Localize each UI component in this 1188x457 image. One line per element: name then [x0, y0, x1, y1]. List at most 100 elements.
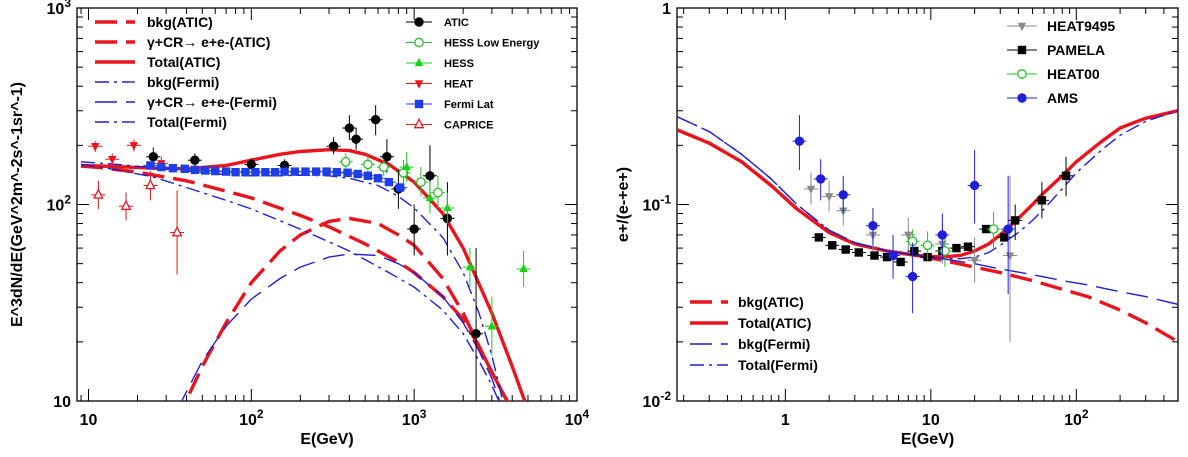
data-point [1010, 216, 1020, 225]
data-point [870, 251, 879, 260]
left-x-tick-label: 104 [565, 407, 590, 429]
data-point [519, 263, 528, 273]
data-point [963, 242, 973, 251]
data-point [904, 231, 913, 241]
left-x-tick-label: 102 [239, 407, 264, 429]
left-panel-spectrum-plot: 10 102 103 104 10 102 103 E(GeV) E^3dN/dE(GeV^2m… [9, 0, 590, 448]
legend-label-heat: HEAT [444, 79, 473, 91]
data-point [211, 166, 220, 176]
right-x-tick-label: 1 [781, 412, 790, 429]
left-curve-cr-e-e-fermi [180, 253, 501, 401]
data-point [824, 193, 834, 202]
legend-marker-ams [1017, 93, 1027, 103]
left-curve-legend: bkg(ATIC) γ+CR→ e+e-(ATIC) Total(ATIC) bkg(… [95, 14, 277, 130]
data-point [882, 252, 892, 262]
data-point [409, 224, 419, 234]
data-point [465, 261, 475, 271]
left-data-legend: ATIC HESS Low Energy HESS HEAT Fermi Lat CAPR… [406, 17, 540, 132]
legend-label-cr-e-e-fermi: γ+CR→ e+e-(Fermi) [147, 94, 277, 110]
data-point [425, 192, 435, 202]
legend-marker-pamela [1017, 45, 1027, 55]
data-point [322, 167, 331, 176]
data-point [806, 185, 816, 195]
data-point [854, 248, 864, 257]
left-curve-bkg-atic [80, 164, 510, 401]
data-point [1037, 196, 1047, 205]
left-data-points [88, 105, 531, 401]
data-point [1000, 233, 1009, 242]
data-point [838, 190, 848, 200]
data-point [378, 162, 389, 172]
data-point [988, 224, 999, 234]
right-curve-bkg-fermi [677, 115, 1178, 306]
left-series-hess-low-energy [338, 153, 445, 209]
legend-label-pamela: PAMELA [1047, 42, 1105, 58]
data-point [200, 166, 210, 175]
data-point [969, 180, 980, 191]
data-point [280, 167, 289, 176]
data-point [261, 168, 270, 177]
left-series-fermi-lat [143, 161, 408, 192]
data-point [270, 168, 280, 177]
data-point [922, 240, 933, 251]
data-point [120, 199, 132, 211]
legend-label-bkg-fermi: bkg(Fermi) [738, 336, 810, 352]
legend-marker-fermi-lat [414, 99, 424, 109]
data-point [981, 224, 991, 234]
data-point [1003, 224, 1013, 234]
data-point [351, 134, 361, 144]
data-point [221, 167, 231, 176]
right-y-tick-label: 1 [662, 1, 671, 18]
data-point [794, 136, 805, 146]
left-y-tick-label: 103 [47, 0, 72, 18]
data-point [816, 174, 826, 184]
left-series-caprice [91, 171, 185, 275]
legend-label-bkg-atic: bkg(ATIC) [738, 294, 804, 310]
data-point [416, 177, 426, 187]
data-point [93, 188, 104, 199]
data-point [828, 241, 837, 250]
legend-label-hess: HESS [444, 58, 474, 70]
data-point [340, 156, 351, 167]
legend-marker-heat9495 [1017, 22, 1027, 32]
data-point [129, 142, 139, 151]
legend-label-atic: ATIC [444, 17, 469, 29]
data-point [402, 161, 411, 171]
left-axis-ticks [77, 7, 578, 402]
data-point [353, 169, 362, 179]
data-point [487, 321, 497, 330]
legend-label-fermi-lat: Fermi Lat [444, 99, 494, 111]
data-point [145, 178, 156, 190]
right-data-legend: HEAT9495 PAMELA HEAT00 AMS [1007, 18, 1115, 106]
data-point [896, 257, 905, 267]
legend-label-caprice: CAPRICE [444, 120, 494, 132]
data-point [180, 164, 189, 173]
data-point [148, 152, 158, 162]
legend-marker-hess-low-energy [414, 37, 424, 48]
right-x-tick-label: 10 [922, 412, 940, 429]
left-model-curves [80, 147, 527, 401]
left-x-tick-label: 103 [402, 407, 427, 429]
legend-marker-atic [414, 17, 424, 27]
right-panel-positron-fraction-plot: 1 10 102 10-2 10-1 1 E(GeV) e+/(e-+e+) HEAT9495 P… [615, 1, 1179, 448]
right-y-tick-label: 10-1 [643, 193, 672, 215]
data-point [168, 164, 178, 173]
data-point [190, 155, 200, 165]
left-x-axis-title: E(GeV) [300, 431, 353, 448]
data-point [332, 168, 342, 177]
right-data-points [792, 115, 1074, 342]
data-point [171, 225, 183, 237]
left-series-hess [399, 152, 531, 356]
data-point [443, 202, 452, 212]
legend-marker-heat [414, 80, 424, 89]
data-point [246, 159, 257, 170]
legend-label-bkg-fermi: bkg(Fermi) [147, 74, 219, 90]
left-curve-bkg-fermi [80, 163, 500, 401]
legend-label-total-fermi: Total(Fermi) [738, 357, 818, 373]
right-series-heat00 [905, 211, 1001, 268]
data-point [190, 165, 200, 175]
left-y-axis-title: E^3dN/dE(GeV^2m^-2s^-1sr^-1) [9, 82, 26, 327]
left-curve-total-fermi [80, 161, 504, 401]
legend-label-cr-e-e-atic: γ+CR→ e+e-(ATIC) [147, 34, 270, 50]
